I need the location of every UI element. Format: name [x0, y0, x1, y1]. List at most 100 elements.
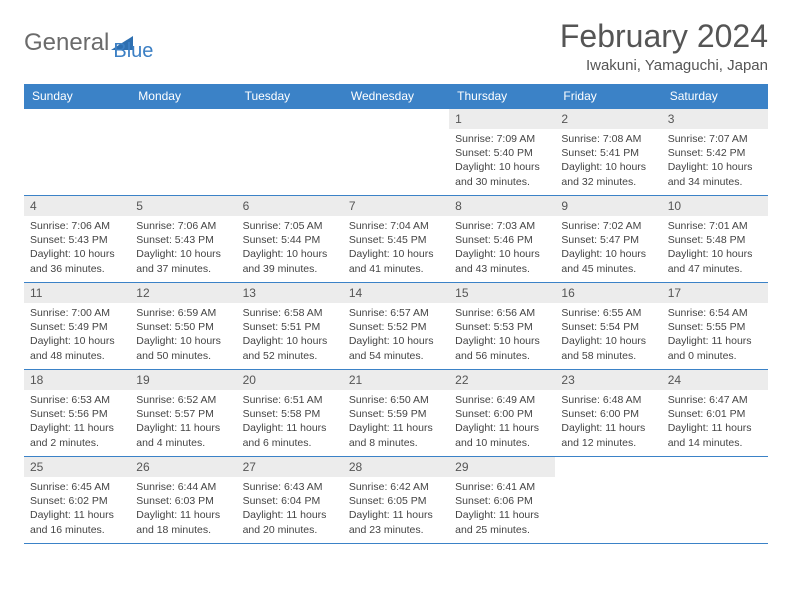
day-body: Sunrise: 6:59 AMSunset: 5:50 PMDaylight:…	[130, 303, 236, 367]
day-body: Sunrise: 6:58 AMSunset: 5:51 PMDaylight:…	[237, 303, 343, 367]
sunset-line: Sunset: 5:54 PM	[561, 320, 655, 334]
day-cell: 25 Sunrise: 6:45 AMSunset: 6:02 PMDayligh…	[24, 457, 130, 543]
sunrise-line: Sunrise: 7:03 AM	[455, 219, 549, 233]
week-row: 4Sunrise: 7:06 AMSunset: 5:43 PMDaylight…	[24, 195, 768, 282]
day-cell: 5Sunrise: 7:06 AMSunset: 5:43 PMDaylight…	[130, 196, 236, 282]
day-cell: 9Sunrise: 7:02 AMSunset: 5:47 PMDaylight…	[555, 196, 661, 282]
day-number: 10	[662, 196, 768, 216]
sunset-line: Sunset: 5:52 PM	[349, 320, 443, 334]
sunset-line: Sunset: 6:02 PM	[30, 494, 124, 508]
dayheader-tue: Tuesday	[237, 84, 343, 108]
day-number: 8	[449, 196, 555, 216]
day-body: Sunrise: 6:48 AMSunset: 6:00 PMDaylight:…	[555, 390, 661, 454]
day-body: Sunrise: 6:41 AMSunset: 6:06 PMDaylight:…	[449, 477, 555, 541]
sunset-line: Sunset: 6:00 PM	[561, 407, 655, 421]
day-number: 4	[24, 196, 130, 216]
day-number: 7	[343, 196, 449, 216]
day-body: Sunrise: 7:07 AMSunset: 5:42 PMDaylight:…	[662, 129, 768, 193]
day-cell: 13Sunrise: 6:58 AMSunset: 5:51 PMDayligh…	[237, 283, 343, 369]
day-number: 19	[130, 370, 236, 390]
daylight-line: Daylight: 10 hours and 45 minutes.	[561, 247, 655, 275]
day-number: 9	[555, 196, 661, 216]
day-cell: 19Sunrise: 6:52 AMSunset: 5:57 PMDayligh…	[130, 370, 236, 456]
sunrise-line: Sunrise: 7:09 AM	[455, 132, 549, 146]
day-cell: 29Sunrise: 6:41 AMSunset: 6:06 PMDayligh…	[449, 457, 555, 543]
day-cell: 8 Sunrise: 7:03 AMSunset: 5:46 PMDaylight…	[449, 196, 555, 282]
sunset-line: Sunset: 5:53 PM	[455, 320, 549, 334]
sunset-line: Sunset: 5:40 PM	[455, 146, 549, 160]
dayheader-fri: Friday	[555, 84, 661, 108]
week-row: 18Sunrise: 6:53 AMSunset: 5:56 PMDayligh…	[24, 369, 768, 456]
day-number: 6	[237, 196, 343, 216]
day-number: 18	[24, 370, 130, 390]
day-cell: 17Sunrise: 6:54 AMSunset: 5:55 PMDayligh…	[662, 283, 768, 369]
sunset-line: Sunset: 6:06 PM	[455, 494, 549, 508]
daylight-line: Daylight: 10 hours and 32 minutes.	[561, 160, 655, 188]
sunrise-line: Sunrise: 6:51 AM	[243, 393, 337, 407]
day-number: 25	[24, 457, 130, 477]
sunset-line: Sunset: 5:46 PM	[455, 233, 549, 247]
day-body: Sunrise: 6:52 AMSunset: 5:57 PMDaylight:…	[130, 390, 236, 454]
day-header-row: Sunday Monday Tuesday Wednesday Thursday…	[24, 84, 768, 108]
sunrise-line: Sunrise: 6:48 AM	[561, 393, 655, 407]
daylight-line: Daylight: 10 hours and 58 minutes.	[561, 334, 655, 362]
sunrise-line: Sunrise: 6:53 AM	[30, 393, 124, 407]
daylight-line: Daylight: 11 hours and 16 minutes.	[30, 508, 124, 536]
sunrise-line: Sunrise: 6:47 AM	[668, 393, 762, 407]
sunrise-line: Sunrise: 6:54 AM	[668, 306, 762, 320]
day-number: 23	[555, 370, 661, 390]
sunrise-line: Sunrise: 7:08 AM	[561, 132, 655, 146]
day-cell: 1Sunrise: 7:09 AMSunset: 5:40 PMDaylight…	[449, 109, 555, 195]
daylight-line: Daylight: 11 hours and 2 minutes.	[30, 421, 124, 449]
daylight-line: Daylight: 10 hours and 39 minutes.	[243, 247, 337, 275]
day-cell: 10Sunrise: 7:01 AMSunset: 5:48 PMDayligh…	[662, 196, 768, 282]
day-number: 22	[449, 370, 555, 390]
day-number: 16	[555, 283, 661, 303]
sunset-line: Sunset: 5:44 PM	[243, 233, 337, 247]
day-body: Sunrise: 7:06 AMSunset: 5:43 PMDaylight:…	[24, 216, 130, 280]
day-cell: 23Sunrise: 6:48 AMSunset: 6:00 PMDayligh…	[555, 370, 661, 456]
sunset-line: Sunset: 5:57 PM	[136, 407, 230, 421]
sunrise-line: Sunrise: 6:45 AM	[30, 480, 124, 494]
day-cell: 14Sunrise: 6:57 AMSunset: 5:52 PMDayligh…	[343, 283, 449, 369]
sunset-line: Sunset: 5:45 PM	[349, 233, 443, 247]
day-cell: 20Sunrise: 6:51 AMSunset: 5:58 PMDayligh…	[237, 370, 343, 456]
daylight-line: Daylight: 10 hours and 36 minutes.	[30, 247, 124, 275]
week-row: 1Sunrise: 7:09 AMSunset: 5:40 PMDaylight…	[24, 108, 768, 195]
day-body: Sunrise: 7:01 AMSunset: 5:48 PMDaylight:…	[662, 216, 768, 280]
daylight-line: Daylight: 11 hours and 12 minutes.	[561, 421, 655, 449]
day-body: Sunrise: 6:54 AMSunset: 5:55 PMDaylight:…	[662, 303, 768, 367]
day-cell	[343, 109, 449, 195]
daylight-line: Daylight: 11 hours and 10 minutes.	[455, 421, 549, 449]
day-number: 28	[343, 457, 449, 477]
daylight-line: Daylight: 10 hours and 47 minutes.	[668, 247, 762, 275]
day-number: 3	[662, 109, 768, 129]
day-number: 2	[555, 109, 661, 129]
dayheader-wed: Wednesday	[343, 84, 449, 108]
sunrise-line: Sunrise: 7:07 AM	[668, 132, 762, 146]
day-cell	[662, 457, 768, 543]
sunset-line: Sunset: 5:49 PM	[30, 320, 124, 334]
daylight-line: Daylight: 10 hours and 43 minutes.	[455, 247, 549, 275]
day-cell	[130, 109, 236, 195]
sunrise-line: Sunrise: 7:05 AM	[243, 219, 337, 233]
logo: General Blue	[24, 22, 153, 63]
sunrise-line: Sunrise: 6:55 AM	[561, 306, 655, 320]
sunrise-line: Sunrise: 7:06 AM	[30, 219, 124, 233]
day-body: Sunrise: 6:53 AMSunset: 5:56 PMDaylight:…	[24, 390, 130, 454]
weeks-container: 1Sunrise: 7:09 AMSunset: 5:40 PMDaylight…	[24, 108, 768, 544]
calendar: Sunday Monday Tuesday Wednesday Thursday…	[24, 84, 768, 544]
day-cell: 24Sunrise: 6:47 AMSunset: 6:01 PMDayligh…	[662, 370, 768, 456]
sunset-line: Sunset: 6:01 PM	[668, 407, 762, 421]
sunrise-line: Sunrise: 7:04 AM	[349, 219, 443, 233]
dayheader-sat: Saturday	[662, 84, 768, 108]
day-number: 15	[449, 283, 555, 303]
day-cell: 26Sunrise: 6:44 AMSunset: 6:03 PMDayligh…	[130, 457, 236, 543]
day-body: Sunrise: 7:00 AMSunset: 5:49 PMDaylight:…	[24, 303, 130, 367]
day-body: Sunrise: 6:55 AMSunset: 5:54 PMDaylight:…	[555, 303, 661, 367]
week-row: 11Sunrise: 7:00 AMSunset: 5:49 PMDayligh…	[24, 282, 768, 369]
day-cell: 6 Sunrise: 7:05 AMSunset: 5:44 PMDaylight…	[237, 196, 343, 282]
week-row: 25 Sunrise: 6:45 AMSunset: 6:02 PMDayligh…	[24, 456, 768, 544]
sunset-line: Sunset: 5:43 PM	[136, 233, 230, 247]
sunrise-line: Sunrise: 6:56 AM	[455, 306, 549, 320]
